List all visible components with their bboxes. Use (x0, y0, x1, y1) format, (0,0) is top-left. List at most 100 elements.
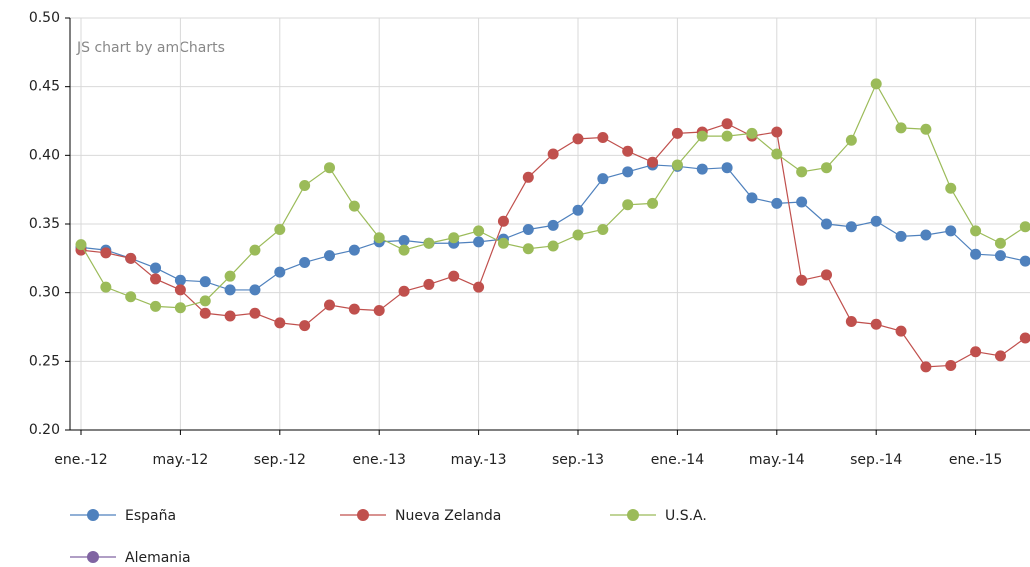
data-point (746, 192, 758, 204)
data-point (845, 221, 857, 233)
data-point (448, 270, 460, 282)
data-point (373, 305, 385, 317)
data-point (150, 273, 162, 285)
data-point (348, 200, 360, 212)
data-point (522, 223, 534, 235)
data-point (398, 234, 410, 246)
y-tick-label: 0.50 (29, 10, 60, 26)
legend-item: España (70, 508, 176, 524)
data-point (597, 131, 609, 143)
data-point (647, 197, 659, 209)
legend-marker (87, 509, 99, 521)
data-point (1019, 255, 1030, 267)
data-point (970, 225, 982, 237)
data-point (423, 278, 435, 290)
data-point (324, 299, 335, 311)
data-point (970, 346, 982, 358)
y-tick-label: 0.45 (29, 79, 60, 95)
data-point (547, 148, 559, 160)
data-point (423, 237, 435, 249)
legend-label: España (125, 508, 176, 524)
data-point (174, 284, 186, 296)
data-point (622, 145, 634, 157)
data-point (75, 239, 87, 251)
data-point (299, 180, 311, 192)
data-point (696, 163, 708, 175)
data-point (920, 229, 932, 241)
data-point (821, 162, 832, 174)
data-point (199, 307, 211, 319)
data-point (249, 307, 261, 319)
data-point (970, 248, 982, 260)
data-point (373, 232, 385, 244)
legend-marker (357, 509, 369, 521)
data-point (1019, 221, 1030, 233)
data-point (497, 215, 509, 227)
data-point (796, 274, 808, 286)
data-point (945, 225, 957, 237)
data-point (895, 122, 907, 134)
data-point (473, 236, 485, 248)
data-point (572, 229, 584, 241)
data-point (547, 219, 559, 231)
x-tick-label: may.-14 (749, 452, 805, 468)
data-point (746, 127, 758, 139)
data-point (696, 130, 708, 142)
data-point (771, 197, 783, 209)
legend-marker (87, 551, 99, 563)
y-tick-label: 0.35 (29, 216, 60, 232)
data-point (224, 270, 236, 282)
legend-item: U.S.A. (610, 508, 707, 524)
data-point (721, 162, 733, 174)
data-point (174, 274, 186, 286)
data-point (274, 317, 286, 329)
data-point (821, 218, 832, 230)
data-point (150, 300, 162, 312)
series-line (80, 82, 1026, 309)
data-point (671, 159, 683, 171)
x-tick-label: ene.-15 (949, 452, 1002, 468)
data-point (249, 284, 261, 296)
data-point (572, 133, 584, 145)
data-point (870, 215, 882, 227)
data-point (671, 127, 683, 139)
data-point (473, 225, 485, 237)
x-tick-label: may.-13 (451, 452, 507, 468)
data-point (994, 250, 1006, 262)
data-point (945, 359, 957, 371)
data-point (522, 243, 534, 255)
data-point (324, 250, 335, 262)
data-point (299, 320, 311, 332)
data-point (150, 262, 162, 274)
data-point (572, 204, 584, 216)
data-point (199, 276, 211, 288)
y-tick-label: 0.40 (29, 147, 60, 163)
data-point (100, 247, 112, 259)
data-point (547, 240, 559, 252)
legend-label: Alemania (125, 550, 191, 566)
data-point (920, 123, 932, 135)
x-tick-label: may.-12 (152, 452, 208, 468)
data-point (870, 318, 882, 330)
x-tick-label: ene.-13 (352, 452, 405, 468)
data-point (249, 244, 261, 256)
data-point (448, 232, 460, 244)
data-point (174, 302, 186, 314)
data-point (895, 325, 907, 337)
data-point (796, 196, 808, 208)
data-point (647, 156, 659, 168)
y-tick-label: 0.25 (29, 353, 60, 369)
data-point (771, 126, 783, 138)
data-point (100, 281, 112, 293)
data-point (398, 285, 410, 297)
data-point (945, 182, 957, 194)
data-point (348, 244, 360, 256)
y-tick-label: 0.30 (29, 285, 60, 301)
legend-label: Nueva Zelanda (395, 508, 501, 524)
data-point (771, 148, 783, 160)
data-point (622, 199, 634, 211)
data-point (125, 252, 137, 264)
data-point (473, 281, 485, 293)
data-point (597, 173, 609, 185)
